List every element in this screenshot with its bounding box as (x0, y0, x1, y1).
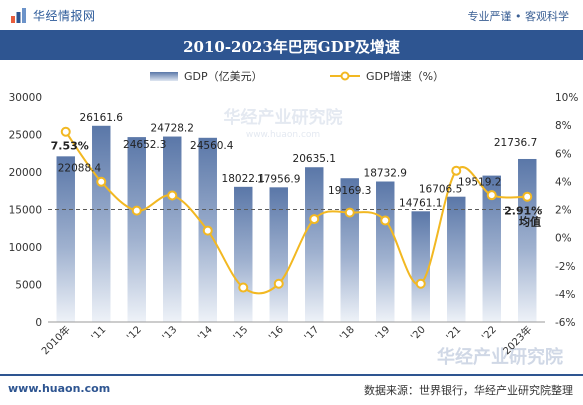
slogan: 专业严谨 • 客观科学 (467, 10, 569, 23)
gdp-bar (376, 181, 395, 322)
gdp-data-label: 14761.1 (399, 197, 442, 209)
legend-item-growth: GDP增速（%） (330, 68, 444, 84)
x-axis-tick-label: '21 (445, 324, 464, 343)
gdp-data-label: 17956.9 (257, 173, 300, 185)
left-axis-tick-label: 10000 (9, 242, 42, 254)
growth-data-label: 2.91% (504, 205, 542, 218)
right-axis-tick-label: 0% (555, 233, 572, 245)
gdp-data-label: 26161.6 (80, 112, 124, 124)
title-band: 2010-2023年巴西GDP及增速 (0, 30, 583, 60)
footer-source: 数据来源：世界银行，华经产业研究院整理 (364, 384, 573, 397)
gdp-data-label: 22088.4 (58, 162, 102, 174)
x-axis-tick-label: '22 (480, 324, 499, 343)
gdp-bar (127, 137, 146, 322)
right-axis-tick-label: 4% (555, 176, 572, 188)
right-axis-tick-label: -6% (555, 317, 575, 329)
chart-plot: 华经产业研究院 www.huaon.com 华经产业研究院 0 5000 10000 150… (9, 92, 579, 368)
gdp-data-label: 21736.7 (494, 137, 537, 149)
left-axis-tick-label: 5000 (15, 280, 42, 292)
average-label: 均值 (519, 215, 541, 229)
chart-title: 2010-2023年巴西GDP及增速 (183, 38, 400, 56)
x-axis-tick-label: '15 (232, 324, 251, 343)
growth-point (167, 190, 178, 201)
right-axis-tick-label: 6% (555, 148, 572, 160)
top-bar: 华经情报网 专业严谨 • 客观科学 (0, 0, 583, 30)
left-axis-tick-label: 0 (35, 317, 42, 329)
gdp-data-label: 16706.5 (419, 184, 462, 196)
x-axis-tick-label: '12 (125, 324, 144, 343)
gdp-data-label: 24560.4 (190, 140, 234, 152)
gdp-data-label: 19519.2 (458, 177, 501, 189)
left-axis-tick-label: 20000 (9, 167, 42, 179)
growth-point (202, 225, 213, 236)
growth-point (273, 278, 284, 289)
growth-point (380, 215, 391, 226)
gdp-data-label: 24728.2 (151, 123, 194, 135)
watermark-url: www.huaon.com (246, 130, 320, 140)
x-axis-tick-label: '20 (409, 324, 428, 343)
gdp-bar (305, 167, 324, 322)
legend-line-swatch (330, 71, 360, 81)
footer-url[interactable]: www.huaon.com (8, 382, 111, 395)
gdp-bar (56, 156, 75, 322)
legend-label-growth: GDP增速（%） (366, 70, 445, 83)
legend-label-gdp: GDP（亿美元） (184, 70, 263, 83)
gdp-bar (482, 175, 501, 322)
brand-name: 华经情报网 (33, 8, 96, 23)
growth-point (522, 191, 533, 202)
right-axis-tick-label: -4% (555, 289, 575, 301)
growth-point (309, 214, 320, 225)
x-axis-tick-label: 2010年 (39, 323, 73, 357)
x-axis-tick-label: '14 (196, 324, 215, 343)
watermark-logo-text: 华经产业研究院 (437, 346, 563, 368)
gdp-bar (340, 178, 359, 322)
left-axis-tick-label: 15000 (9, 205, 42, 217)
gdp-bar (234, 186, 253, 322)
footer: www.huaon.com 数据来源：世界银行，华经产业研究院整理 (0, 374, 583, 405)
growth-point (131, 205, 142, 216)
gdp-bar (411, 211, 430, 322)
gdp-bar (518, 158, 537, 322)
legend: GDP（亿美元） GDP增速（%） (0, 66, 583, 86)
left-axis-tick-label: 25000 (9, 130, 42, 142)
logo-icon (11, 7, 26, 23)
gdp-data-label: 24652.3 (123, 139, 166, 151)
legend-bar-swatch (150, 71, 178, 81)
growth-point (96, 176, 107, 187)
legend-item-gdp: GDP（亿美元） (150, 68, 263, 84)
gdp-data-label: 18022.1 (222, 173, 265, 185)
x-axis-tick-label: '17 (303, 324, 322, 343)
x-axis-tick-label: '16 (267, 324, 286, 343)
x-axis-tick-label: '11 (90, 324, 109, 343)
gdp-data-label: 19169.3 (328, 185, 371, 197)
growth-point (415, 278, 426, 289)
right-axis-tick-label: -2% (555, 261, 575, 273)
growth-point (238, 282, 249, 293)
x-axis-tick-label: '13 (161, 324, 180, 343)
x-axis-tick-label: '19 (374, 324, 393, 343)
x-axis-tick-label: '18 (338, 324, 357, 343)
growth-point (344, 207, 355, 218)
gdp-bar (447, 196, 466, 322)
right-axis-tick-label: 2% (555, 205, 572, 217)
growth-point (486, 190, 497, 201)
gdp-data-label: 20635.1 (293, 153, 336, 165)
growth-line (64, 131, 528, 295)
gdp-data-label: 18732.9 (364, 168, 407, 180)
growth-point (60, 126, 71, 137)
gdp-bar (163, 136, 182, 322)
watermark-text: 华经产业研究院 (224, 107, 343, 128)
growth-point (451, 165, 462, 176)
gdp-bar (92, 125, 111, 323)
gdp-bar (269, 187, 288, 322)
growth-data-label: 7.53% (51, 140, 89, 153)
right-axis-tick-label: 10% (555, 92, 578, 104)
left-axis-tick-label: 30000 (9, 92, 42, 104)
right-axis-tick-label: 8% (555, 120, 572, 132)
brand[interactable]: 华经情报网 (10, 6, 96, 24)
